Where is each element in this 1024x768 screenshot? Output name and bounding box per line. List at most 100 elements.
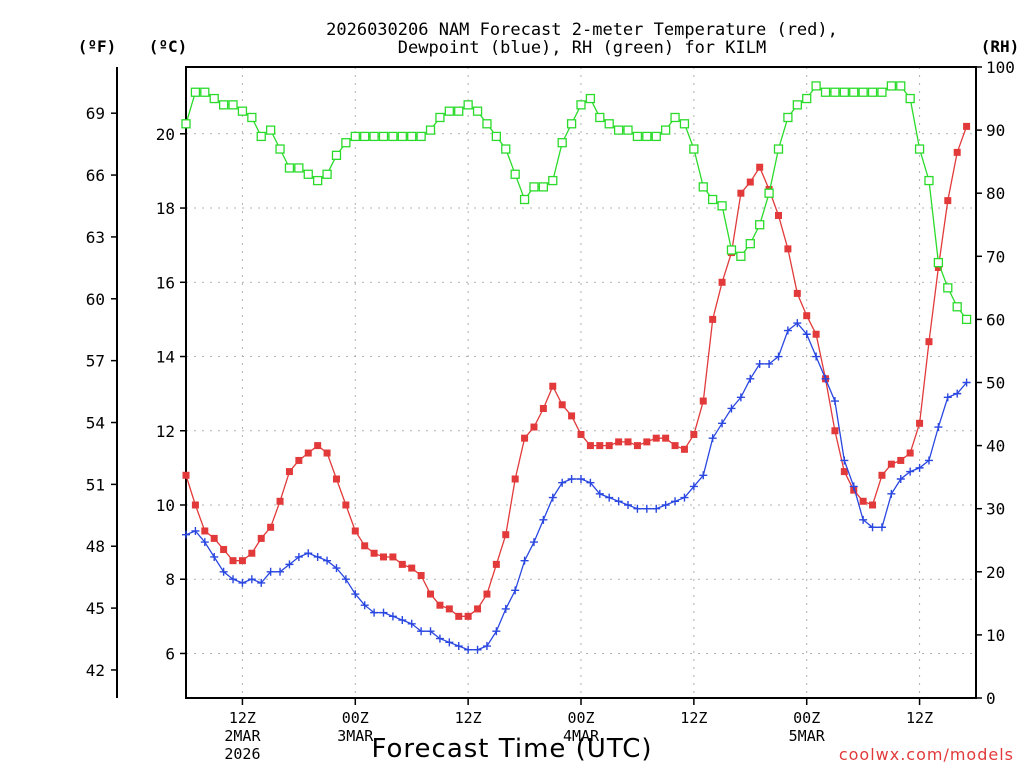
rh-point-12 xyxy=(294,163,304,173)
rh-point-79 xyxy=(924,175,934,186)
tick-label-rh-80: 80 xyxy=(986,184,1005,203)
temperature-point-46 xyxy=(615,438,623,446)
temperature-point-42 xyxy=(577,430,585,438)
dewpoint-point-20 xyxy=(370,608,379,617)
temperature-point-23 xyxy=(398,560,406,568)
rh-point-69 xyxy=(830,87,840,97)
dewpoint-point-53 xyxy=(680,493,689,502)
tick-label-f-54: 54 xyxy=(86,414,105,433)
rh-point-73 xyxy=(867,87,878,97)
fahrenheit-unit-label: (ºF) xyxy=(78,37,117,56)
dewpoint-line xyxy=(185,322,968,651)
dewpoint-point-72 xyxy=(859,515,868,524)
temperature-point-51 xyxy=(662,434,670,442)
temperature-point-79 xyxy=(925,338,933,346)
temperature-point-27 xyxy=(436,601,444,609)
dewpoint-point-40 xyxy=(558,478,567,487)
rh-point-38 xyxy=(538,182,549,192)
dewpoint-point-12 xyxy=(294,552,303,561)
temperature-point-67 xyxy=(812,330,820,338)
gridlines xyxy=(186,67,976,698)
dewpoint-point-25 xyxy=(417,627,426,636)
rh-point-25 xyxy=(416,131,426,142)
rh-point-54 xyxy=(689,144,699,154)
rh-point-0 xyxy=(181,119,191,129)
tick-label-rh-20: 20 xyxy=(986,563,1005,582)
rh-point-74 xyxy=(877,87,887,97)
dewpoint-point-71 xyxy=(849,482,858,491)
dewpoint-point-56 xyxy=(708,434,717,443)
dewpoint-point-15 xyxy=(323,556,332,565)
temperature-point-55 xyxy=(699,397,707,405)
temperature-point-34 xyxy=(502,531,510,539)
dewpoint-point-31 xyxy=(473,645,482,654)
tick-label-c-16: 16 xyxy=(156,273,175,292)
dewpoint-point-58 xyxy=(727,404,736,413)
dewpoint-point-81 xyxy=(943,393,952,402)
tick-label-x-1-time: 00Z xyxy=(342,709,369,727)
temperature-point-29 xyxy=(455,612,463,620)
rh-point-26 xyxy=(425,125,436,135)
dewpoint-point-80 xyxy=(934,423,943,432)
dewpoint-point-36 xyxy=(520,556,529,565)
tick-label-c-14: 14 xyxy=(156,348,175,367)
dewpoint-point-32 xyxy=(482,642,491,651)
rh-point-23 xyxy=(397,131,407,142)
tick-label-x-3-date: 4MAR xyxy=(563,727,600,745)
rh-point-20 xyxy=(369,131,379,142)
rh-point-7 xyxy=(247,112,257,123)
rh-point-43 xyxy=(585,93,596,104)
temperature-line xyxy=(185,126,968,617)
rh-point-46 xyxy=(613,125,624,135)
dewpoint-point-83 xyxy=(962,378,971,387)
dewpoint-point-29 xyxy=(454,642,463,651)
dewpoint-point-76 xyxy=(896,475,905,484)
dewpoint-point-0 xyxy=(182,530,190,539)
dewpoint-point-27 xyxy=(435,634,444,643)
temperature-point-25 xyxy=(417,572,425,580)
tick-label-rh-30: 30 xyxy=(986,500,1005,519)
temperature-point-15 xyxy=(323,449,331,457)
rh-point-57 xyxy=(717,201,727,211)
temperature-point-54 xyxy=(690,430,698,438)
temperature-point-56 xyxy=(709,315,717,323)
temperature-point-39 xyxy=(549,382,557,390)
tick-label-f-57: 57 xyxy=(86,352,105,371)
temperature-point-44 xyxy=(596,442,604,450)
dewpoint-point-52 xyxy=(671,497,680,506)
dewpoint-point-61 xyxy=(755,359,764,368)
temperature-point-63 xyxy=(775,211,782,219)
tick-label-f-66: 66 xyxy=(86,166,105,185)
tick-label-x-1-date: 3MAR xyxy=(337,727,374,745)
dewpoint-point-2 xyxy=(200,538,209,547)
temperature-point-57 xyxy=(718,278,726,286)
dewpoint-point-41 xyxy=(567,475,576,484)
dewpoint-point-78 xyxy=(915,463,924,472)
rh-point-50 xyxy=(651,131,661,142)
rh-point-33 xyxy=(491,131,502,142)
temperature-point-52 xyxy=(671,442,679,450)
tick-label-f-48: 48 xyxy=(86,537,105,556)
tick-label-x-0-date: 2MAR xyxy=(224,727,261,745)
dewpoint-point-45 xyxy=(605,493,614,502)
axes-labels: 6 8 10 12 14 16 18 20 42 45 48 51 54 57 60 63 66 69 0 10 20 3… xyxy=(86,58,1015,763)
dewpoint-point-13 xyxy=(304,549,313,558)
rh-point-13 xyxy=(303,169,313,179)
tick-label-rh-10: 10 xyxy=(986,626,1005,645)
rh-point-75 xyxy=(886,81,897,91)
dewpoint-point-28 xyxy=(445,638,454,647)
rh-point-39 xyxy=(548,175,558,186)
dewpoint-point-39 xyxy=(548,493,557,502)
dewpoint-point-24 xyxy=(407,619,416,628)
temperature-point-37 xyxy=(530,423,538,431)
rh-point-5 xyxy=(228,100,238,110)
temperature-point-41 xyxy=(568,412,576,420)
dewpoint-point-54 xyxy=(689,482,698,491)
chart-title-line1: 2026030206 NAM Forecast 2-meter Temperat… xyxy=(326,20,838,40)
temperature-point-7 xyxy=(248,549,256,557)
rh-point-63 xyxy=(773,144,784,154)
rh-point-44 xyxy=(595,112,605,123)
temperature-point-76 xyxy=(897,456,905,464)
dewpoint-point-65 xyxy=(793,319,802,328)
